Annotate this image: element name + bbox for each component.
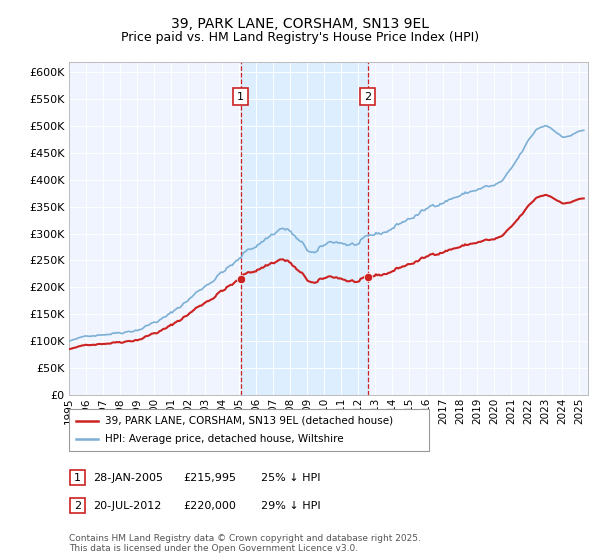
FancyBboxPatch shape	[70, 470, 85, 485]
Text: 25% ↓ HPI: 25% ↓ HPI	[261, 473, 320, 483]
Text: £215,995: £215,995	[183, 473, 236, 483]
Text: HPI: Average price, detached house, Wiltshire: HPI: Average price, detached house, Wilt…	[105, 434, 344, 444]
Text: 39, PARK LANE, CORSHAM, SN13 9EL (detached house): 39, PARK LANE, CORSHAM, SN13 9EL (detach…	[105, 416, 393, 426]
Text: £220,000: £220,000	[183, 501, 236, 511]
Text: 39, PARK LANE, CORSHAM, SN13 9EL: 39, PARK LANE, CORSHAM, SN13 9EL	[171, 17, 429, 31]
Bar	[241, 62, 368, 395]
Text: 2: 2	[364, 91, 371, 101]
Text: 29% ↓ HPI: 29% ↓ HPI	[261, 501, 320, 511]
FancyBboxPatch shape	[69, 409, 429, 451]
Text: 28-JAN-2005: 28-JAN-2005	[93, 473, 163, 483]
Text: 1: 1	[237, 91, 244, 101]
Text: 20-JUL-2012: 20-JUL-2012	[93, 501, 161, 511]
FancyBboxPatch shape	[70, 498, 85, 513]
Text: 2: 2	[74, 501, 81, 511]
Text: Price paid vs. HM Land Registry's House Price Index (HPI): Price paid vs. HM Land Registry's House …	[121, 31, 479, 44]
Text: 1: 1	[74, 473, 81, 483]
Text: Contains HM Land Registry data © Crown copyright and database right 2025.
This d: Contains HM Land Registry data © Crown c…	[69, 534, 421, 553]
